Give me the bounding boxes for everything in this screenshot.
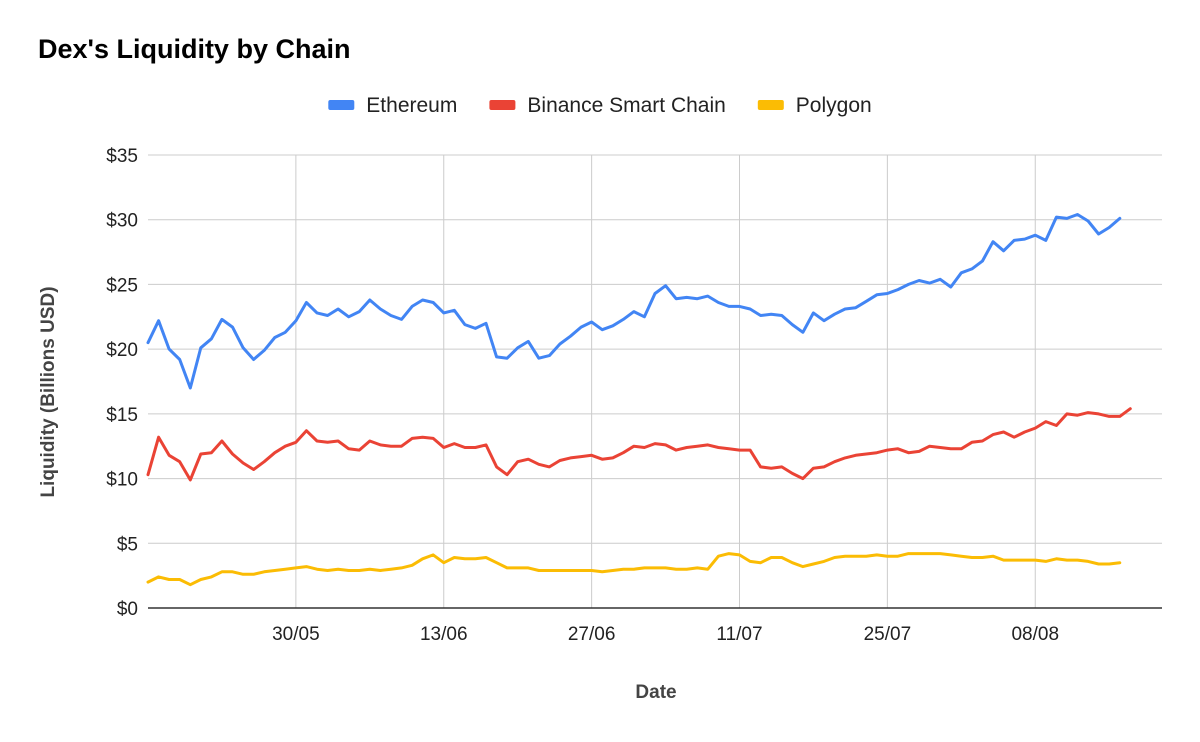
legend-label: Ethereum [366, 94, 457, 117]
y-axis-title: Liquidity (Billions USD) [38, 286, 59, 497]
x-tick-label: 30/05 [272, 624, 320, 645]
y-tick-label: $0 [117, 599, 138, 620]
legend-label: Polygon [796, 94, 872, 117]
legend-item-polygon: Polygon [757, 94, 872, 117]
legend-swatch [757, 100, 784, 110]
legend-item-binance-smart-chain: Binance Smart Chain [489, 94, 726, 117]
gridlines [148, 154, 1162, 608]
series-line-polygon [146, 552, 1122, 587]
legend-swatch [489, 100, 516, 110]
x-tick-label: 25/07 [864, 624, 912, 645]
x-tick-label: 13/06 [420, 624, 468, 645]
series-line-ethereum [146, 213, 1122, 390]
legend-swatch [328, 100, 355, 110]
y-tick-label: $5 [117, 534, 138, 555]
legend: Ethereum Binance Smart Chain Polygon [328, 94, 872, 117]
x-tick-label: 27/06 [568, 624, 616, 645]
series-lines [146, 213, 1132, 587]
series-line-binance-smart-chain [146, 407, 1132, 482]
y-tick-label: $15 [106, 405, 138, 426]
x-axis-title: Date [635, 682, 676, 703]
chart-title: Dex's Liquidity by Chain [38, 34, 351, 64]
y-tick-label: $25 [106, 275, 138, 296]
y-tick-label: $20 [106, 340, 138, 361]
y-tick-label: $10 [106, 470, 138, 491]
y-tick-label: $30 [106, 211, 138, 232]
legend-label: Binance Smart Chain [527, 94, 725, 117]
y-tick-label: $35 [106, 146, 138, 167]
x-tick-label: 08/08 [1011, 624, 1059, 645]
x-tick-label: 11/07 [716, 624, 762, 645]
legend-item-ethereum: Ethereum [328, 94, 457, 117]
axes: $0 $5 $10 $15 $20 $25 $30 $35 30/05 13/06 27/06 11/… [106, 146, 1162, 645]
